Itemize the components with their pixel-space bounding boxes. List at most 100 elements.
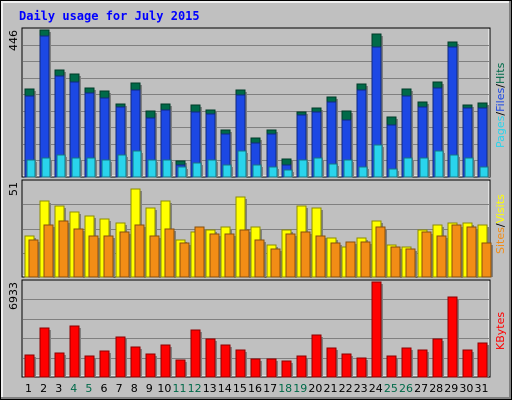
bar-pages-day-7 (117, 154, 128, 178)
bar-kbytes-day-29 (447, 296, 459, 378)
bar-kbytes-day-16 (250, 358, 262, 378)
bar-kbytes-day-1 (24, 354, 36, 378)
bar-sites-day-14 (224, 233, 236, 278)
bar-kbytes-day-30 (462, 349, 474, 378)
bar-sites-day-26 (405, 248, 417, 278)
bar-sites-day-30 (466, 226, 478, 278)
legend-pages: Pages (494, 115, 507, 148)
bar-sites-day-10 (164, 228, 176, 278)
bar-pages-day-16 (252, 164, 263, 178)
legend-files: Files (494, 87, 507, 111)
bar-sites-day-7 (119, 231, 131, 278)
legend-kbytes: KBytes (494, 312, 507, 350)
day-label-5: 5 (85, 382, 92, 395)
bar-kbytes-day-14 (220, 344, 232, 378)
bar-kbytes-day-24 (371, 281, 383, 378)
bar-pages-day-25 (388, 168, 399, 178)
bar-pages-day-31 (479, 166, 490, 178)
legend-sites: Sites (494, 227, 507, 254)
day-label-9: 9 (146, 382, 153, 395)
bar-sites-day-24 (375, 226, 387, 278)
bar-kbytes-day-2 (39, 327, 51, 378)
bar-kbytes-day-19 (296, 355, 308, 378)
bar-pages-day-28 (434, 150, 445, 178)
day-label-30: 30 (459, 382, 473, 395)
bar-kbytes-day-17 (266, 358, 278, 378)
bar-sites-day-13 (209, 233, 221, 278)
day-label-27: 27 (414, 382, 428, 395)
panel-legend: KBytes (494, 312, 507, 350)
bar-pages-day-14 (222, 164, 233, 178)
bar-pages-day-29 (449, 154, 460, 178)
day-label-21: 21 (324, 382, 338, 395)
bar-kbytes-day-22 (341, 353, 353, 378)
bar-pages-day-26 (403, 157, 414, 178)
day-label-14: 14 (218, 382, 232, 395)
day-label-28: 28 (429, 382, 443, 395)
bar-pages-day-24 (373, 144, 384, 178)
day-label-7: 7 (116, 382, 123, 395)
bar-pages-day-17 (268, 166, 279, 178)
panel-max-label: 446 (7, 30, 20, 51)
bar-sites-day-3 (58, 220, 70, 278)
day-label-19: 19 (293, 382, 307, 395)
bar-kbytes-day-20 (311, 334, 323, 378)
day-label-22: 22 (339, 382, 353, 395)
bar-kbytes-day-4 (69, 325, 81, 378)
bar-sites-day-25 (390, 246, 402, 278)
panel-max-label: 6933 (7, 282, 20, 310)
day-label-10: 10 (157, 382, 171, 395)
bar-kbytes-day-15 (235, 349, 247, 378)
bar-sites-day-15 (239, 229, 251, 278)
bar-sites-day-22 (345, 241, 357, 278)
bar-pages-day-5 (86, 157, 97, 178)
bar-pages-day-4 (71, 157, 82, 178)
day-label-16: 16 (248, 382, 262, 395)
bar-kbytes-day-8 (130, 346, 142, 378)
day-label-2: 2 (40, 382, 47, 395)
bar-sites-day-16 (254, 239, 266, 278)
bar-pages-day-2 (41, 157, 52, 178)
bar-kbytes-day-3 (54, 352, 66, 378)
bar-pages-day-30 (464, 157, 475, 178)
legend-hits: Hits (494, 62, 507, 84)
bar-pages-day-11 (177, 166, 188, 178)
bar-pages-day-10 (162, 159, 173, 178)
bar-sites-day-5 (88, 235, 100, 278)
day-label-24: 24 (369, 382, 383, 395)
day-label-15: 15 (233, 382, 247, 395)
bar-pages-day-8 (132, 150, 143, 178)
bar-sites-day-11 (179, 242, 191, 278)
chart-title: Daily usage for July 2015 (19, 9, 200, 23)
day-label-12: 12 (188, 382, 202, 395)
bar-pages-day-3 (56, 154, 67, 178)
bar-kbytes-day-11 (175, 359, 187, 378)
bar-pages-day-9 (147, 159, 158, 178)
bar-sites-day-20 (315, 235, 327, 278)
bar-sites-day-18 (285, 233, 297, 278)
bar-pages-day-27 (419, 157, 430, 178)
bar-sites-day-27 (421, 231, 433, 278)
panel-legend: Sites/Visits (494, 194, 507, 254)
bar-kbytes-day-9 (145, 353, 157, 378)
bar-pages-day-21 (328, 163, 339, 178)
bar-kbytes-day-23 (356, 357, 368, 378)
legend-visits: Visits (494, 194, 507, 223)
bar-kbytes-day-6 (99, 350, 111, 378)
bar-sites-day-2 (43, 224, 55, 278)
bar-pages-day-22 (343, 159, 354, 178)
day-label-25: 25 (384, 382, 398, 395)
bar-sites-day-29 (451, 224, 463, 278)
bar-sites-day-8 (134, 224, 146, 278)
day-label-18: 18 (278, 382, 292, 395)
bar-kbytes-day-10 (160, 344, 172, 378)
bar-kbytes-day-25 (386, 355, 398, 378)
day-label-13: 13 (203, 382, 217, 395)
bar-files-day-23 (356, 89, 368, 178)
bar-sites-day-31 (481, 242, 493, 278)
day-label-11: 11 (173, 382, 187, 395)
bar-kbytes-day-18 (281, 360, 293, 378)
bar-pages-day-1 (26, 159, 37, 178)
day-label-17: 17 (263, 382, 277, 395)
panel-legend: Pages/Files/Hits (494, 62, 507, 148)
